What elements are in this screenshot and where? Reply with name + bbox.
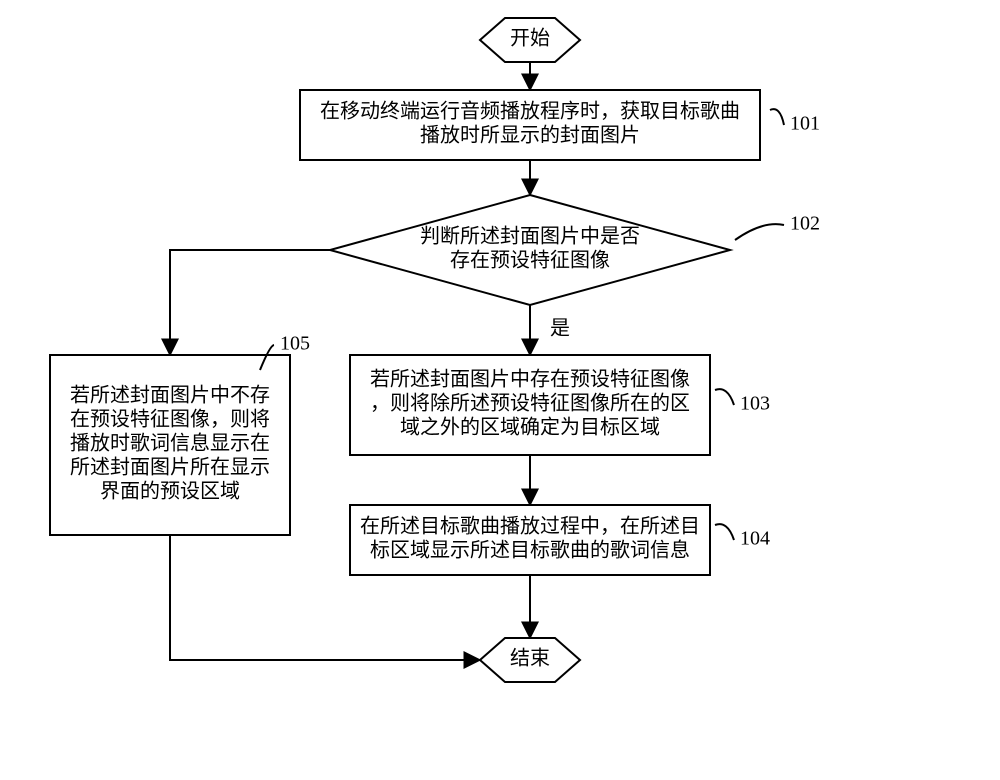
node-n102: 判断所述封面图片中是否存在预设特征图像	[330, 195, 730, 305]
svg-text:在预设特征图像，则将: 在预设特征图像，则将	[70, 408, 270, 431]
node-start: 开始	[480, 18, 580, 62]
svg-text:播放时所显示的封面图片: 播放时所显示的封面图片	[420, 124, 640, 147]
node-end: 结束	[480, 638, 580, 682]
flowchart-canvas: 是 开始在移动终端运行音频播放程序时，获取目标歌曲播放时所显示的封面图片判断所述…	[0, 0, 1000, 780]
ref-103: 103	[715, 389, 770, 414]
ref-104: 104	[715, 524, 770, 549]
node-n103: 若所述封面图片中存在预设特征图像，则将除所述预设特征图像所在的区域之外的区域确定…	[350, 355, 710, 455]
svg-text:在所述目标歌曲播放过程中，在所述目: 在所述目标歌曲播放过程中，在所述目	[360, 515, 700, 538]
svg-text:若所述封面图片中不存: 若所述封面图片中不存	[70, 384, 270, 407]
svg-text:开始: 开始	[510, 27, 550, 50]
svg-text:所述封面图片所在显示: 所述封面图片所在显示	[70, 456, 270, 479]
svg-text:标区域显示所述目标歌曲的歌词信息: 标区域显示所述目标歌曲的歌词信息	[370, 539, 690, 562]
ref-101: 101	[770, 109, 820, 134]
svg-text:在移动终端运行音频播放程序时，获取目标歌曲: 在移动终端运行音频播放程序时，获取目标歌曲	[320, 100, 740, 123]
node-n101: 在移动终端运行音频播放程序时，获取目标歌曲播放时所显示的封面图片	[300, 90, 760, 160]
svg-text:界面的预设区域: 界面的预设区域	[100, 480, 240, 503]
svg-text:播放时歌词信息显示在: 播放时歌词信息显示在	[70, 432, 270, 455]
svg-text:结束: 结束	[510, 647, 550, 670]
svg-text:域之外的区域确定为目标区域: 域之外的区域确定为目标区域	[400, 416, 660, 439]
svg-text:102: 102	[790, 213, 820, 235]
svg-text:存在预设特征图像: 存在预设特征图像	[450, 249, 610, 272]
ref-102: 102	[735, 213, 820, 240]
node-n104: 在所述目标歌曲播放过程中，在所述目标区域显示所述目标歌曲的歌词信息	[350, 505, 710, 575]
svg-text:，则将除所述预设特征图像所在的区: ，则将除所述预设特征图像所在的区	[370, 392, 690, 415]
node-n105: 若所述封面图片中不存在预设特征图像，则将播放时歌词信息显示在所述封面图片所在显示…	[50, 355, 290, 535]
svg-text:105: 105	[280, 333, 310, 355]
edge-label-是: 是	[550, 318, 570, 340]
svg-text:判断所述封面图片中是否: 判断所述封面图片中是否	[420, 225, 640, 248]
svg-text:104: 104	[740, 528, 770, 550]
svg-text:103: 103	[740, 393, 770, 415]
svg-text:101: 101	[790, 113, 820, 135]
svg-text:若所述封面图片中存在预设特征图像: 若所述封面图片中存在预设特征图像	[370, 368, 690, 391]
